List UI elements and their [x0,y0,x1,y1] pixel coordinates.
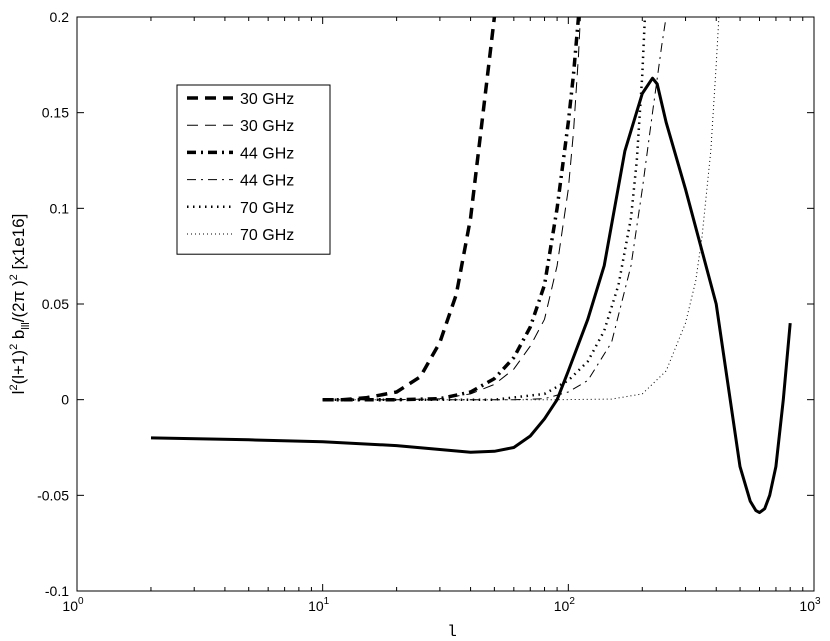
y-tick-label: -0.1 [45,583,69,599]
series-line-2 [322,17,581,401]
x-tick-label: 102 [554,596,576,614]
y-tick-label: 0.2 [50,9,70,25]
legend-entry-label: 30 GHz [240,118,294,135]
series-line-5 [322,17,647,401]
legend-entry-label: 70 GHz [240,200,294,217]
legend-entry-label: 44 GHz [240,145,294,162]
y-tick-label: -0.05 [37,487,69,503]
series-line-6 [322,17,720,401]
y-tick-label: 0 [61,392,69,408]
series-line-7 [150,76,792,515]
legend-entry-label: 44 GHz [240,173,294,190]
y-axis-label: l2(l+1)2 blll/(2π )2 [x1e16] [8,214,32,395]
x-tick-label: 100 [62,596,84,614]
y-tick-label: 0.05 [42,296,69,312]
legend: 30 GHz 30 GHz 44 GHz 44 GHz 70 GHz 70 GHz [176,84,331,255]
y-tick-label: 0.1 [50,200,70,216]
series-line-3 [322,17,581,402]
x-tick-label: 101 [308,596,330,614]
legend-box [176,84,331,255]
x-tick-label: 103 [799,596,821,614]
legend-entry-label: 70 GHz [240,227,294,244]
series-line-4 [322,17,667,401]
axis-ticks: 100 101 102 103 -0.1 -0.05 0 0.05 0.1 0.15 0.2 [37,9,821,614]
x-axis-label: l [447,623,457,641]
legend-entry-label: 30 GHz [240,91,294,108]
y-tick-label: 0.15 [42,105,69,121]
series-layer [150,17,792,515]
